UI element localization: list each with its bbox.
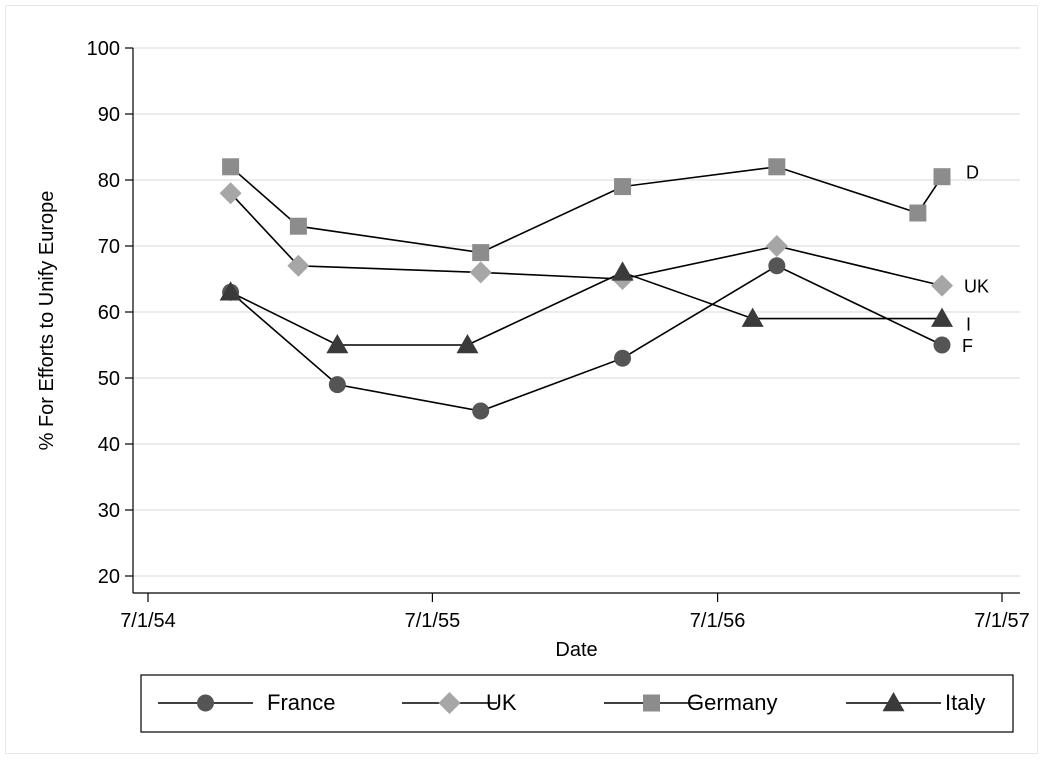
- y-axis-title: % For Efforts to Unify Europe: [36, 191, 58, 451]
- chart-frame: [5, 5, 1038, 754]
- x-ticks: 7/1/54 7/1/55 7/1/56 7/1/57: [120, 593, 1030, 632]
- legend-label-germany: Germany: [687, 690, 777, 715]
- y-tick-label: 90: [98, 104, 120, 126]
- data-point-uk: [765, 235, 788, 257]
- y-tick-label: 60: [98, 302, 120, 324]
- data-point-germany: [768, 158, 786, 176]
- data-point-germany: [472, 244, 490, 262]
- series-france: [222, 257, 951, 420]
- axes: [132, 48, 1020, 594]
- data-point-italy: [219, 281, 242, 301]
- series-line-uk: [230, 192, 943, 287]
- data-point-france: [328, 376, 346, 394]
- legend-item-germany: Germany: [604, 690, 777, 715]
- data-point-italy: [456, 334, 479, 354]
- legend-marker-uk: [438, 692, 461, 714]
- data-point-italy: [931, 307, 954, 327]
- series-end-labels: F UK D I: [962, 163, 989, 356]
- data-point-uk: [287, 254, 310, 277]
- data-point-france: [614, 349, 632, 367]
- data-point-germany: [933, 168, 951, 186]
- end-label-uk: UK: [964, 277, 989, 297]
- x-tick-label: 7/1/55: [405, 610, 461, 632]
- x-tick-label: 7/1/56: [690, 610, 746, 632]
- y-tick-label: 100: [87, 38, 120, 60]
- series-line-italy: [230, 271, 943, 346]
- legend-item-uk: UK: [402, 690, 517, 715]
- data-point-france: [933, 336, 951, 354]
- x-axis-title: Date: [555, 639, 597, 661]
- end-label-germany: D: [966, 163, 979, 183]
- data-point-uk: [219, 182, 242, 205]
- y-tick-label: 80: [98, 170, 120, 192]
- data-point-germany: [289, 217, 307, 235]
- legend: France UK Germany Italy: [140, 674, 1014, 733]
- end-label-italy: I: [966, 315, 971, 335]
- gridlines: [133, 47, 1020, 577]
- data-point-germany: [614, 178, 632, 196]
- data-point-france: [472, 402, 490, 420]
- legend-item-italy: Italy: [846, 690, 985, 715]
- data-point-germany: [222, 158, 240, 176]
- legend-label-france: France: [267, 690, 335, 715]
- legend-label-uk: UK: [486, 690, 517, 715]
- series-uk: [219, 182, 954, 297]
- data-point-france: [768, 257, 786, 275]
- y-tick-label: 20: [98, 566, 120, 588]
- y-ticks: 20 30 40 50 60 70 80 90 100: [87, 38, 133, 588]
- x-tick-label: 7/1/57: [974, 610, 1030, 632]
- legend-item-france: France: [158, 690, 335, 715]
- series-italy: [219, 261, 954, 354]
- legend-marker-germany: [643, 694, 660, 712]
- data-point-italy: [741, 307, 764, 327]
- data-point-italy: [326, 334, 349, 354]
- series-germany: [222, 158, 951, 262]
- legend-marker-france: [197, 694, 214, 712]
- y-tick-label: 50: [98, 368, 120, 390]
- data-point-italy: [611, 261, 634, 281]
- data-point-uk: [469, 261, 492, 284]
- y-tick-label: 40: [98, 434, 120, 456]
- y-tick-label: 30: [98, 500, 120, 522]
- data-point-uk: [931, 274, 954, 297]
- series-line-france: [230, 264, 943, 412]
- y-tick-label: 70: [98, 236, 120, 258]
- series: [219, 158, 954, 420]
- legend-label-italy: Italy: [945, 690, 985, 715]
- x-tick-label: 7/1/54: [120, 610, 176, 632]
- end-label-france: F: [962, 336, 973, 356]
- legend-marker-italy: [882, 692, 905, 712]
- data-point-germany: [909, 204, 927, 222]
